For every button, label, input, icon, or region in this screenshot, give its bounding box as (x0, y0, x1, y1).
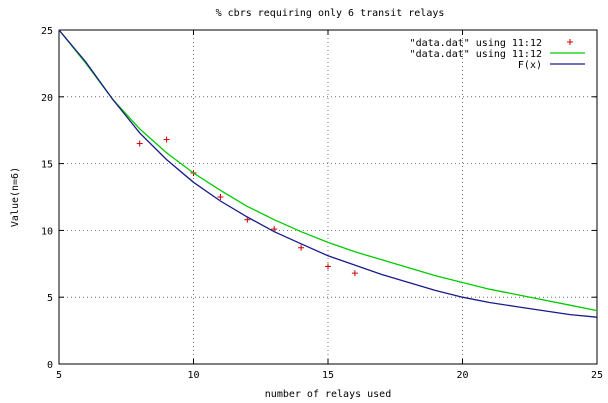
series-line-2 (58, 29, 598, 318)
y-tick-label: 10 (41, 226, 53, 237)
legend: "data.dat" using 11:12"data.dat" using 1… (410, 38, 585, 71)
legend-label: F(x) (518, 60, 542, 71)
legend-label: "data.dat" using 11:12 (410, 49, 542, 60)
y-axis-label: Value(n=6) (10, 167, 21, 227)
x-tick-label: 25 (591, 370, 603, 381)
y-tick-label: 20 (41, 93, 53, 104)
y-tick-label: 25 (41, 26, 53, 37)
data-point (136, 140, 143, 147)
legend-label: "data.dat" using 11:12 (410, 38, 542, 49)
series-line-1 (58, 29, 598, 312)
data-point (217, 194, 224, 200)
data-point (298, 244, 305, 251)
series-layer (58, 29, 598, 318)
x-tick-label: 10 (187, 370, 199, 381)
grid (59, 30, 597, 364)
x-tick-label: 15 (322, 370, 334, 381)
x-tick-label: 20 (456, 370, 468, 381)
data-point (163, 136, 170, 143)
data-point (351, 270, 358, 277)
plot-frame (58, 29, 598, 365)
data-point (325, 263, 331, 270)
y-tick-label: 5 (47, 293, 53, 304)
y-tick-label: 0 (47, 360, 53, 371)
x-axis-label: number of relays used (265, 389, 391, 400)
chart-title: % cbrs requiring only 6 transit relays (216, 8, 445, 19)
x-tick-label: 5 (56, 370, 62, 381)
y-tick-label: 15 (41, 160, 53, 171)
